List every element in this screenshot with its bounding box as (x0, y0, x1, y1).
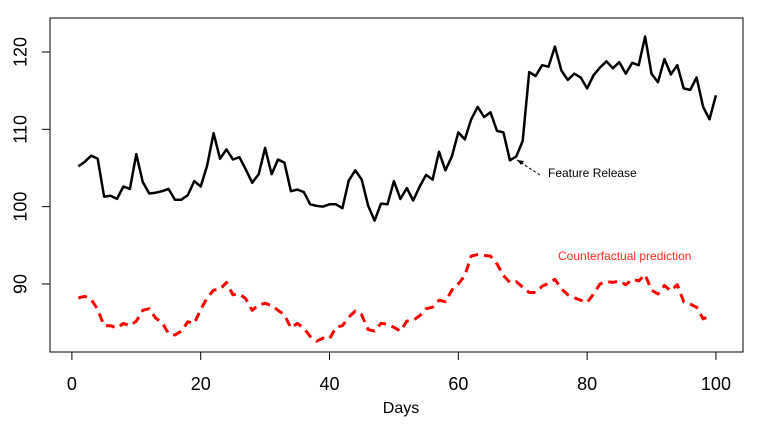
annotation-arrowhead (517, 160, 524, 165)
x-tick-label: 40 (320, 374, 340, 394)
x-axis-label: Days (383, 400, 419, 417)
y-tick-label: 110 (11, 115, 31, 144)
y-tick-label: 90 (11, 274, 31, 294)
annotation: Feature Release (548, 166, 637, 180)
x-tick-label: 100 (701, 374, 731, 394)
x-tick-label: 20 (191, 374, 211, 394)
series-line (77, 35, 718, 222)
y-tick-label: 100 (11, 192, 31, 222)
y-tick-label: 120 (11, 37, 31, 67)
x-tick-label: 80 (577, 374, 597, 394)
x-tick-label: 0 (67, 374, 77, 394)
series-line (77, 253, 711, 343)
x-tick-label: 60 (448, 374, 468, 394)
series-label: Counterfactual prediction (558, 249, 691, 263)
